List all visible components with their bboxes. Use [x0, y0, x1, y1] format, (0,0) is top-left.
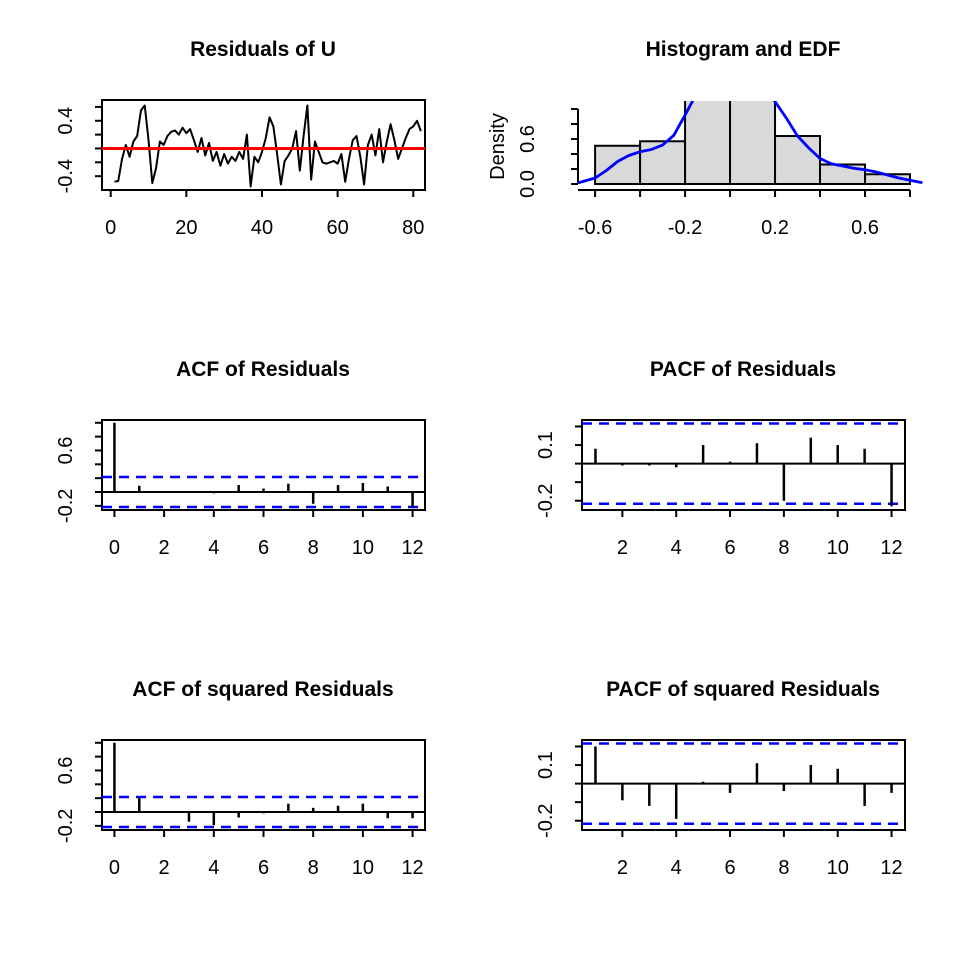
x-tick-label: 4	[671, 537, 682, 559]
plot-area: 2 4 6 8 10 12 0.1 -0.2	[535, 739, 906, 879]
chart-title-residuals: Residuals of U	[190, 38, 336, 61]
plot-box	[581, 739, 906, 831]
histogram-bars	[594, 101, 911, 186]
x-tick-label: 2	[159, 537, 170, 559]
plot-area: Density -0.6 -0.2 0.2 0.6 0.0 0.6	[487, 101, 923, 239]
x-tick-label: 10	[827, 537, 849, 559]
x-tick-label: 60	[327, 217, 349, 239]
panel-acf-squared: ACF of squared Residuals 0 2 4 6 8 10 12 0.6 -0.…	[0, 640, 480, 960]
y-tick-label: 0.6	[55, 437, 77, 465]
x-tick-label: 2	[617, 537, 628, 559]
panel-pacf-residuals: PACF of Residuals 2 4 6 8 10 12 0.1 -0.2	[480, 320, 960, 640]
x-tick-label: 12	[401, 537, 423, 559]
x-tick-label: 2	[159, 857, 170, 879]
x-tick-label: 20	[175, 217, 197, 239]
histogram-bar	[774, 135, 822, 186]
chart-title-pacf: PACF of Residuals	[649, 358, 837, 381]
edf-density-curve	[577, 101, 923, 184]
chart-title-acf-squared: ACF of squared Residuals	[132, 678, 394, 701]
histogram-bar	[729, 101, 777, 186]
chart-title-histogram: Histogram and EDF	[645, 38, 841, 61]
x-tick-label: 6	[724, 537, 735, 559]
x-tick-label: 12	[880, 857, 902, 879]
y-tick-label: 0.6	[55, 757, 77, 785]
y-tick-label: -0.4	[55, 159, 77, 193]
x-tick-label: 0.2	[761, 217, 789, 239]
y-tick-label: -0.2	[55, 809, 77, 843]
plot-area: 2 4 6 8 10 12 0.1 -0.2	[535, 419, 906, 559]
residuals-line-chart: 0 20 40 60 80 0.4 -0.4	[55, 99, 426, 239]
x-tick-label: 4	[671, 857, 682, 879]
plot-box	[581, 419, 906, 511]
panel-histogram-edf: Histogram and EDF Density -0.6 -0.2 0.2 0.6 0…	[480, 0, 960, 320]
pacf-squared-residuals-chart: 2 4 6 8 10 12 0.1 -0.2	[535, 739, 906, 879]
pacf-residuals-chart: 2 4 6 8 10 12 0.1 -0.2	[535, 419, 906, 559]
x-tick-label: 2	[617, 857, 628, 879]
x-tick-label: 80	[402, 217, 424, 239]
plot-area: 0 2 4 6 8 10 12 0.6 -0.2	[55, 419, 426, 559]
x-tick-label: 8	[778, 857, 789, 879]
x-tick-label: 10	[827, 857, 849, 879]
x-tick-label: 8	[308, 857, 319, 879]
x-tick-label: 6	[258, 857, 269, 879]
x-tick-label: 10	[352, 537, 374, 559]
x-tick-label: 0	[105, 217, 116, 239]
y-tick-label: 0.1	[535, 751, 557, 779]
x-tick-label: 0.6	[851, 217, 879, 239]
panel-pacf-squared: PACF of squared Residuals 2 4 6 8 10 12 0.1 -0.…	[480, 640, 960, 960]
y-tick-label: -0.2	[535, 483, 557, 517]
histogram-bar	[639, 140, 687, 186]
x-tick-label: 40	[251, 217, 273, 239]
x-tick-label: 12	[880, 537, 902, 559]
residual-series-line	[114, 104, 422, 188]
x-tick-label: 8	[308, 537, 319, 559]
histogram-bar	[684, 101, 732, 186]
edf-curve-group	[577, 101, 923, 184]
y-tick-label: 0.4	[55, 107, 77, 135]
plot-area: 0 20 40 60 80 0.4 -0.4	[55, 99, 426, 239]
y-tick-label: 0.6	[517, 125, 539, 153]
panel-acf-residuals: ACF of Residuals 0 2 4 6 8 10 12 0.6 -0.2	[0, 320, 480, 640]
x-tick-label: 4	[208, 537, 219, 559]
x-tick-label: -0.2	[668, 217, 702, 239]
y-tick-label: -0.2	[55, 489, 77, 523]
x-tick-label: 0	[109, 537, 120, 559]
x-tick-label: 6	[724, 857, 735, 879]
x-tick-label: 12	[401, 857, 423, 879]
x-tick-label: 6	[258, 537, 269, 559]
y-tick-label: -0.2	[535, 803, 557, 837]
acf-residuals-chart: 0 2 4 6 8 10 12 0.6 -0.2	[55, 419, 426, 559]
chart-title-acf: ACF of Residuals	[176, 358, 350, 381]
y-axis-title: Density	[487, 113, 509, 180]
y-tick-label: 0.1	[535, 431, 557, 459]
histogram-edf-chart: Density -0.6 -0.2 0.2 0.6 0.0 0.6	[487, 101, 923, 239]
x-tick-label: 8	[778, 537, 789, 559]
plot-box	[101, 99, 426, 191]
plot-box	[101, 739, 426, 831]
x-tick-label: 10	[352, 857, 374, 879]
x-tick-label: -0.6	[578, 217, 612, 239]
x-tick-label: 0	[109, 857, 120, 879]
plot-area: 0 2 4 6 8 10 12 0.6 -0.2	[55, 739, 426, 879]
plot-box	[101, 419, 426, 511]
panel-residuals: Residuals of U 0 20 40 60 80 0.4 -0.4	[0, 0, 480, 320]
acf-squared-residuals-chart: 0 2 4 6 8 10 12 0.6 -0.2	[55, 739, 426, 879]
chart-title-pacf-squared: PACF of squared Residuals	[606, 678, 880, 701]
y-tick-label: 0.0	[517, 170, 539, 198]
histogram-bar	[594, 144, 642, 186]
x-tick-label: 4	[208, 857, 219, 879]
